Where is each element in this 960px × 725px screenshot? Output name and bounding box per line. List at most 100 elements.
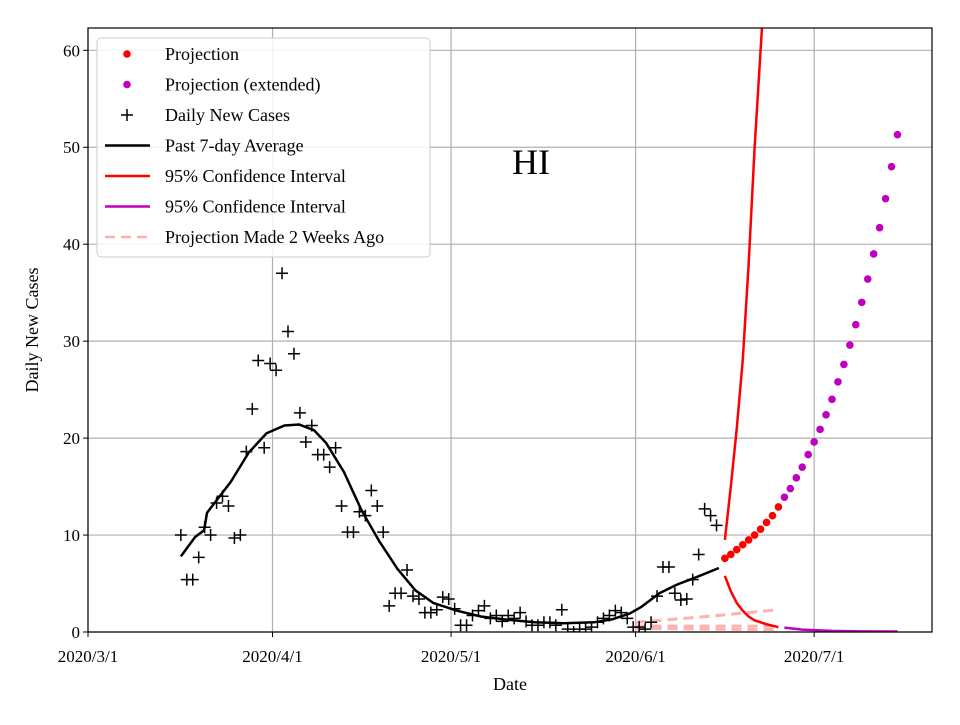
- projection-point: [738, 540, 747, 549]
- daily-case-point: [645, 616, 658, 629]
- daily-case-point: [377, 526, 390, 539]
- y-tick-label: 60: [63, 41, 80, 60]
- projection-extended-point: [875, 223, 884, 232]
- daily-case-point: [222, 499, 235, 512]
- projection-extended-point: [804, 450, 812, 459]
- projection-extended-point: [810, 438, 818, 446]
- projection-extended-point: [881, 194, 890, 203]
- daily-case-point: [692, 548, 705, 561]
- projection-extended-point: [834, 378, 842, 386]
- daily-case-point: [639, 623, 652, 632]
- projection-point: [727, 550, 735, 559]
- y-tick-label: 40: [63, 235, 80, 254]
- legend-dot-icon: [123, 50, 131, 58]
- daily-case-point: [496, 615, 509, 628]
- projection-2-weeks-ago-line: [635, 626, 779, 632]
- daily-case-point: [246, 403, 259, 416]
- projection-extended-point: [816, 425, 824, 434]
- legend-entry: Projection Made 2 Weeks Ago: [105, 227, 384, 247]
- daily-case-point: [323, 461, 336, 474]
- daily-case-point: [186, 573, 199, 586]
- projection-point: [732, 545, 741, 554]
- legend-entry: Projection: [123, 44, 239, 64]
- daily-case-point: [174, 529, 187, 542]
- daily-case-point: [287, 347, 300, 360]
- daily-case-point: [270, 364, 283, 377]
- y-axis-label: Daily New Cases: [22, 268, 42, 393]
- y-tick-label: 10: [63, 526, 80, 545]
- daily-case-point: [609, 604, 622, 617]
- chart-title: HI: [512, 142, 550, 182]
- y-tick-label: 0: [72, 623, 81, 642]
- daily-case-point: [252, 354, 265, 367]
- x-axis-label: Date: [493, 674, 527, 694]
- projection-2-weeks-ago-line: [635, 608, 779, 624]
- projection-extended-point: [786, 484, 795, 493]
- daily-case-point: [579, 623, 592, 632]
- projection-extended-point: [869, 250, 878, 258]
- y-tick-label: 20: [63, 429, 80, 448]
- legend-label: Projection: [165, 44, 239, 64]
- projection-point: [744, 536, 753, 544]
- daily-case-point: [264, 357, 277, 370]
- legend-label: 95% Confidence Interval: [165, 197, 346, 217]
- projection-extended-point: [822, 411, 830, 419]
- daily-case-point: [561, 623, 574, 632]
- daily-case-point: [329, 441, 342, 454]
- daily-case-point: [424, 606, 437, 619]
- daily-case-point: [436, 591, 449, 604]
- daily-case-point: [680, 593, 693, 606]
- projection-extended-point: [798, 463, 807, 471]
- legend-entry: Projection (extended): [123, 75, 320, 96]
- legend-box: [96, 37, 431, 258]
- daily-case-point: [228, 531, 241, 544]
- daily-case-point: [633, 621, 646, 632]
- legend-label: Daily New Cases: [165, 105, 290, 125]
- plot-frame: [87, 27, 933, 633]
- daily-case-point: [710, 519, 723, 532]
- daily-case-point: [365, 484, 378, 497]
- legend-label: 95% Confidence Interval: [165, 166, 346, 186]
- daily-case-point: [668, 587, 681, 600]
- legend-dot-icon: [123, 80, 131, 89]
- daily-case-point: [412, 593, 425, 606]
- daily-case-point: [383, 599, 396, 612]
- daily-case-point: [597, 612, 610, 625]
- y-tick-label: 50: [63, 138, 80, 157]
- daily-case-point: [371, 499, 384, 512]
- daily-case-point: [555, 603, 568, 616]
- daily-case-point: [430, 603, 443, 616]
- legend-label: Past 7-day Average: [165, 136, 304, 156]
- y-tick-label: 30: [63, 332, 80, 351]
- projection-point: [774, 503, 783, 511]
- legend-label: Projection (extended): [165, 75, 320, 96]
- projection-extended-point: [840, 360, 848, 369]
- daily-case-point: [478, 599, 491, 612]
- projection-point: [756, 525, 765, 534]
- daily-case-point: [317, 448, 330, 461]
- daily-case-point: [442, 593, 455, 606]
- ci-upper-red-line: [723, 28, 764, 541]
- plot-marks: [174, 28, 902, 632]
- legend-entry: 95% Confidence Interval: [105, 166, 346, 186]
- daily-case-point: [192, 551, 205, 564]
- legend-plus-icon: [121, 109, 133, 121]
- axis-ticks: 2020/3/1 2020/4/1 2020/5/1 2020/6/1 2020/7/1…: [58, 41, 845, 666]
- daily-case-point: [293, 406, 306, 419]
- legend-entry: 95% Confidence Interval: [105, 197, 346, 217]
- daily-case-point: [460, 619, 473, 632]
- daily-case-point: [567, 626, 580, 632]
- daily-case-point: [514, 606, 527, 619]
- daily-case-point: [276, 267, 289, 280]
- daily-case-point: [508, 612, 521, 625]
- legend: Projection Projection (extended) Daily New…: [96, 37, 431, 258]
- daily-case-point: [401, 563, 414, 576]
- daily-case-point: [662, 561, 675, 574]
- legend-entry: Past 7-day Average: [105, 136, 304, 156]
- x-tick-label: 2020/6/1: [605, 647, 665, 666]
- projection-extended-point: [857, 298, 866, 307]
- ci-lower-red-line: [723, 575, 779, 629]
- projection-extended-point: [852, 320, 860, 329]
- projection-extended-point: [846, 341, 854, 349]
